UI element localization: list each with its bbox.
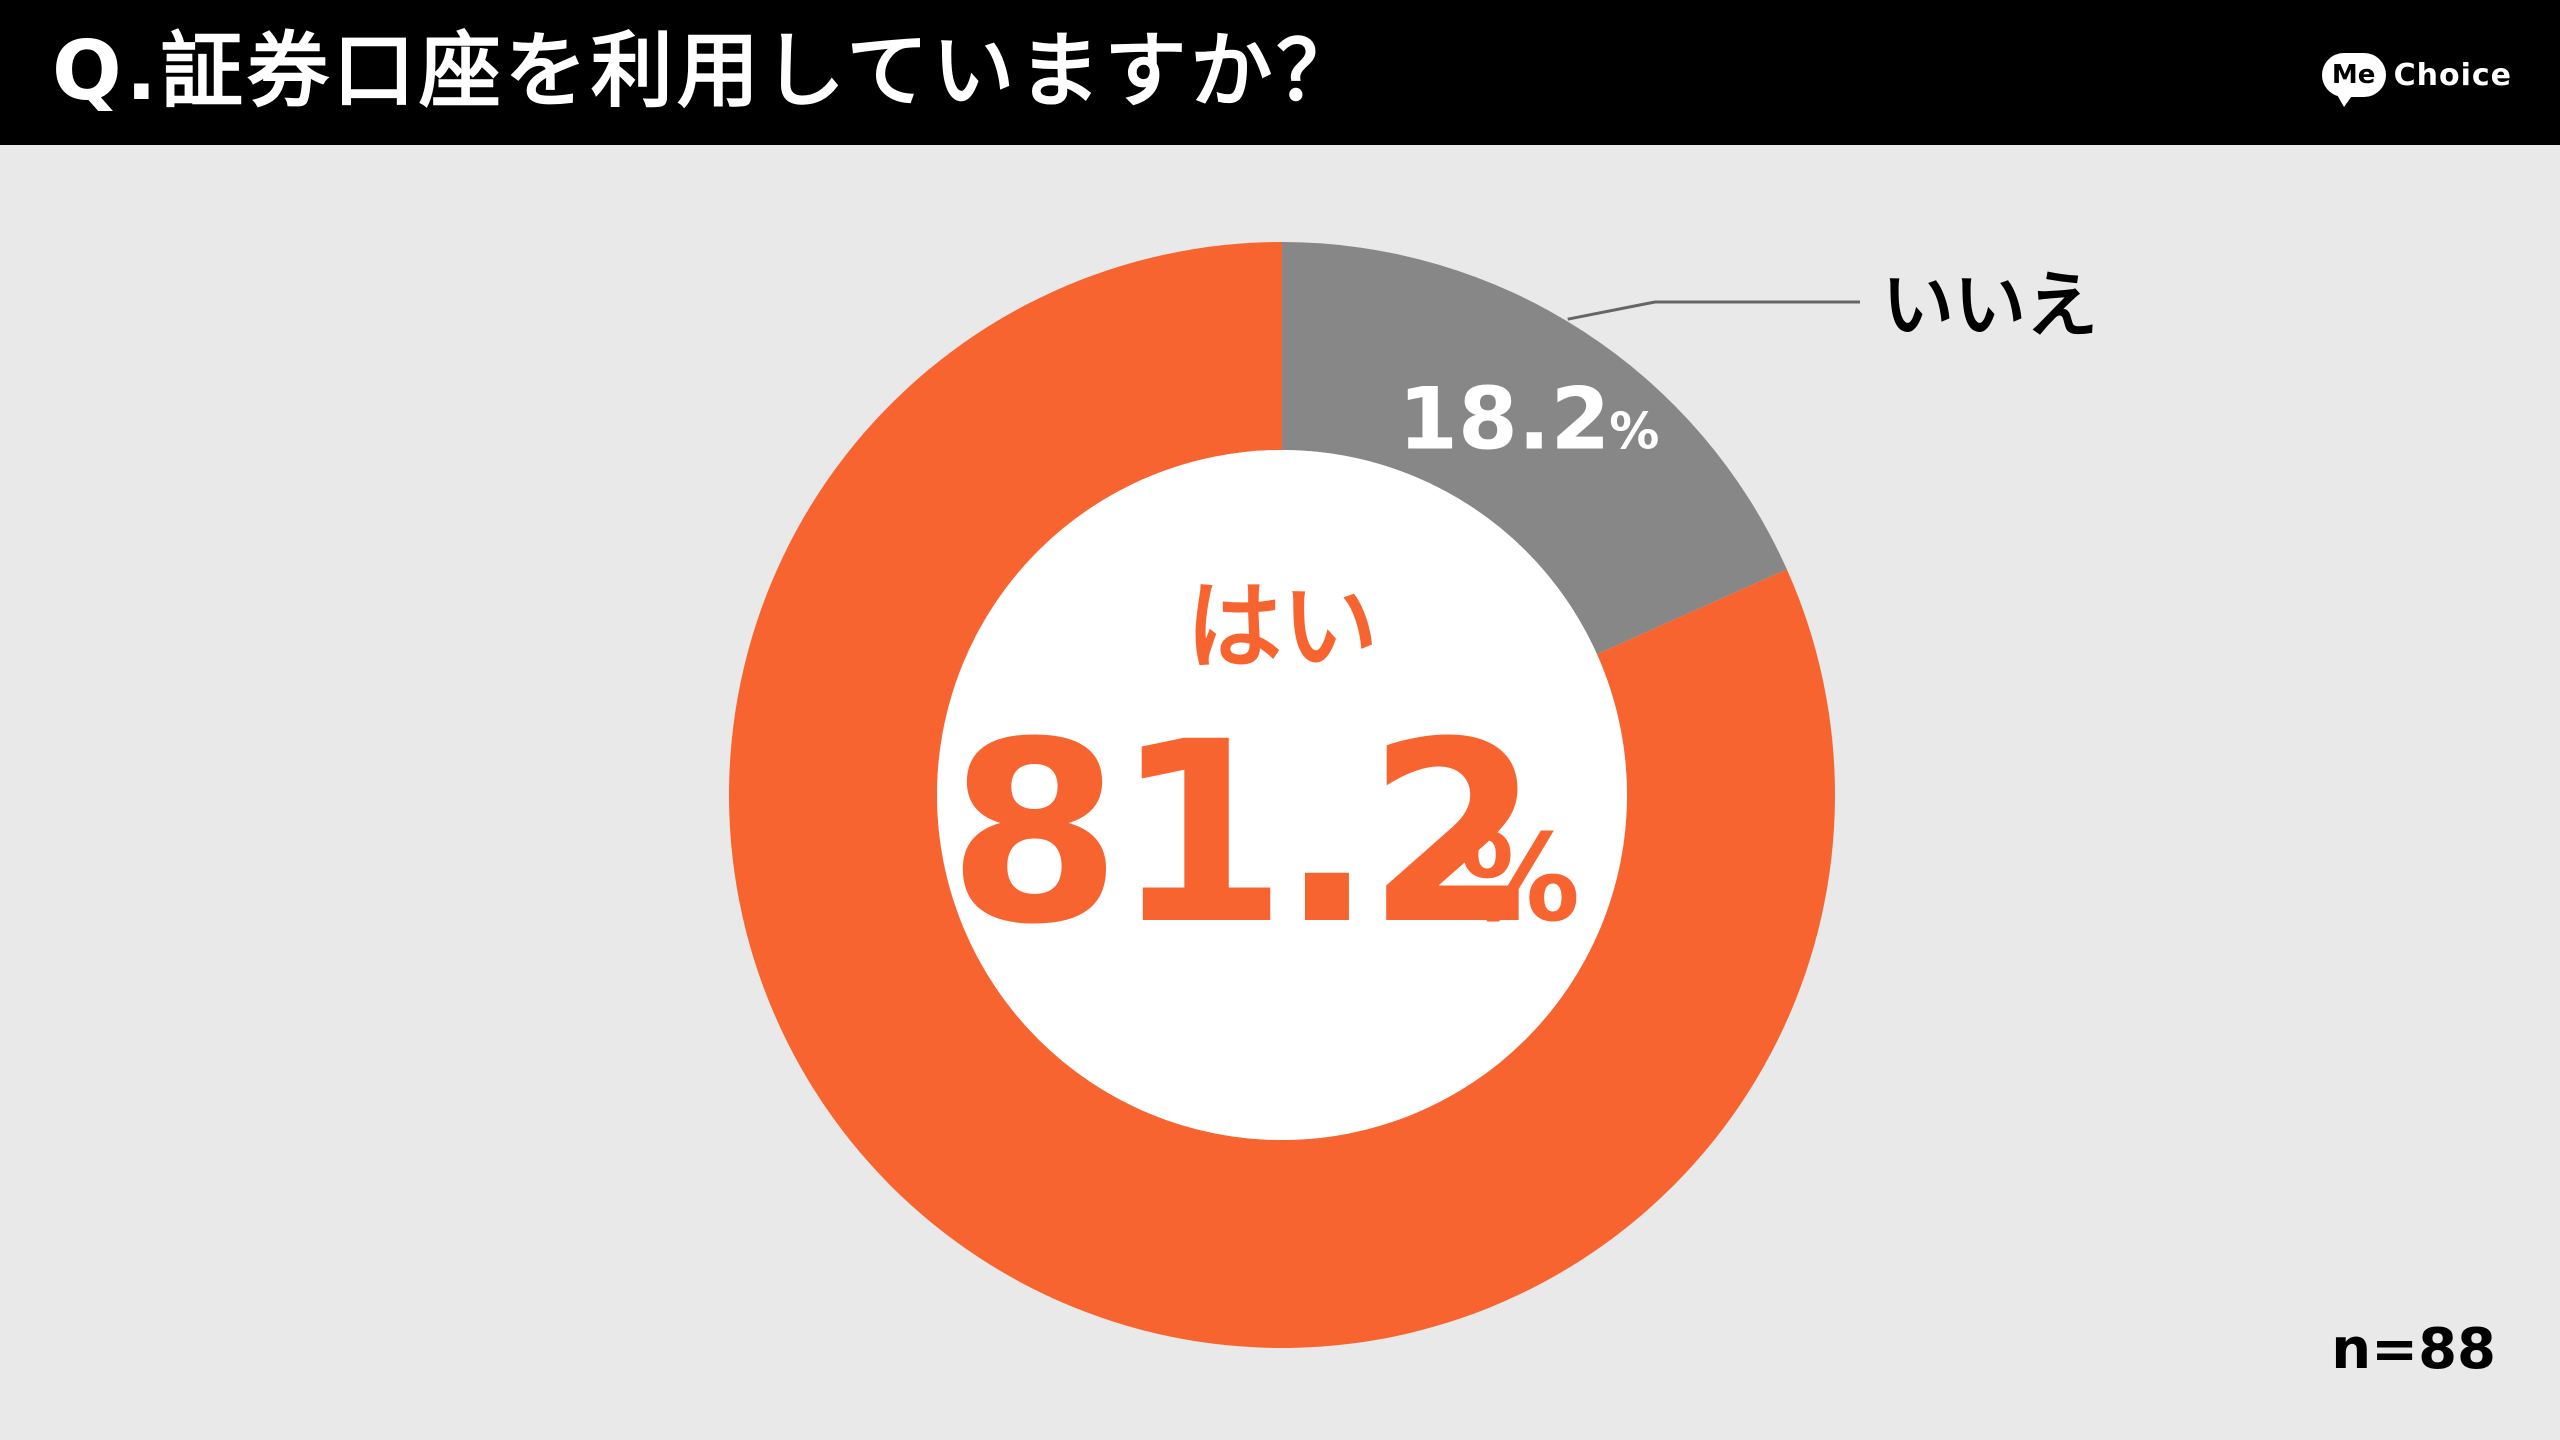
brand-logo: Me Choice — [2321, 52, 2512, 107]
yes-value-suffix: % — [1460, 810, 1580, 949]
page-title: Q.証券口座を利用していますか？ — [52, 24, 1363, 119]
brand-name: Choice — [2393, 57, 2512, 93]
no-value-suffix: % — [1609, 402, 1659, 460]
header-bar: Q.証券口座を利用していますか？ Me Choice — [0, 0, 2560, 145]
yes-category-label: はい — [1186, 571, 1378, 683]
slice-no — [1282, 242, 1787, 655]
no-value-label: 18.2 — [1398, 369, 1610, 469]
no-category-label: いいえ — [1882, 263, 2098, 347]
slice-yes — [729, 242, 1835, 1348]
donut-hole — [937, 450, 1627, 1140]
yes-value-label: 81.2 — [948, 688, 1533, 979]
brand-bubble-icon: Me — [2321, 53, 2386, 107]
sample-size-label: n=88 — [2331, 1317, 2496, 1382]
no-leader-line — [1567, 300, 1860, 321]
